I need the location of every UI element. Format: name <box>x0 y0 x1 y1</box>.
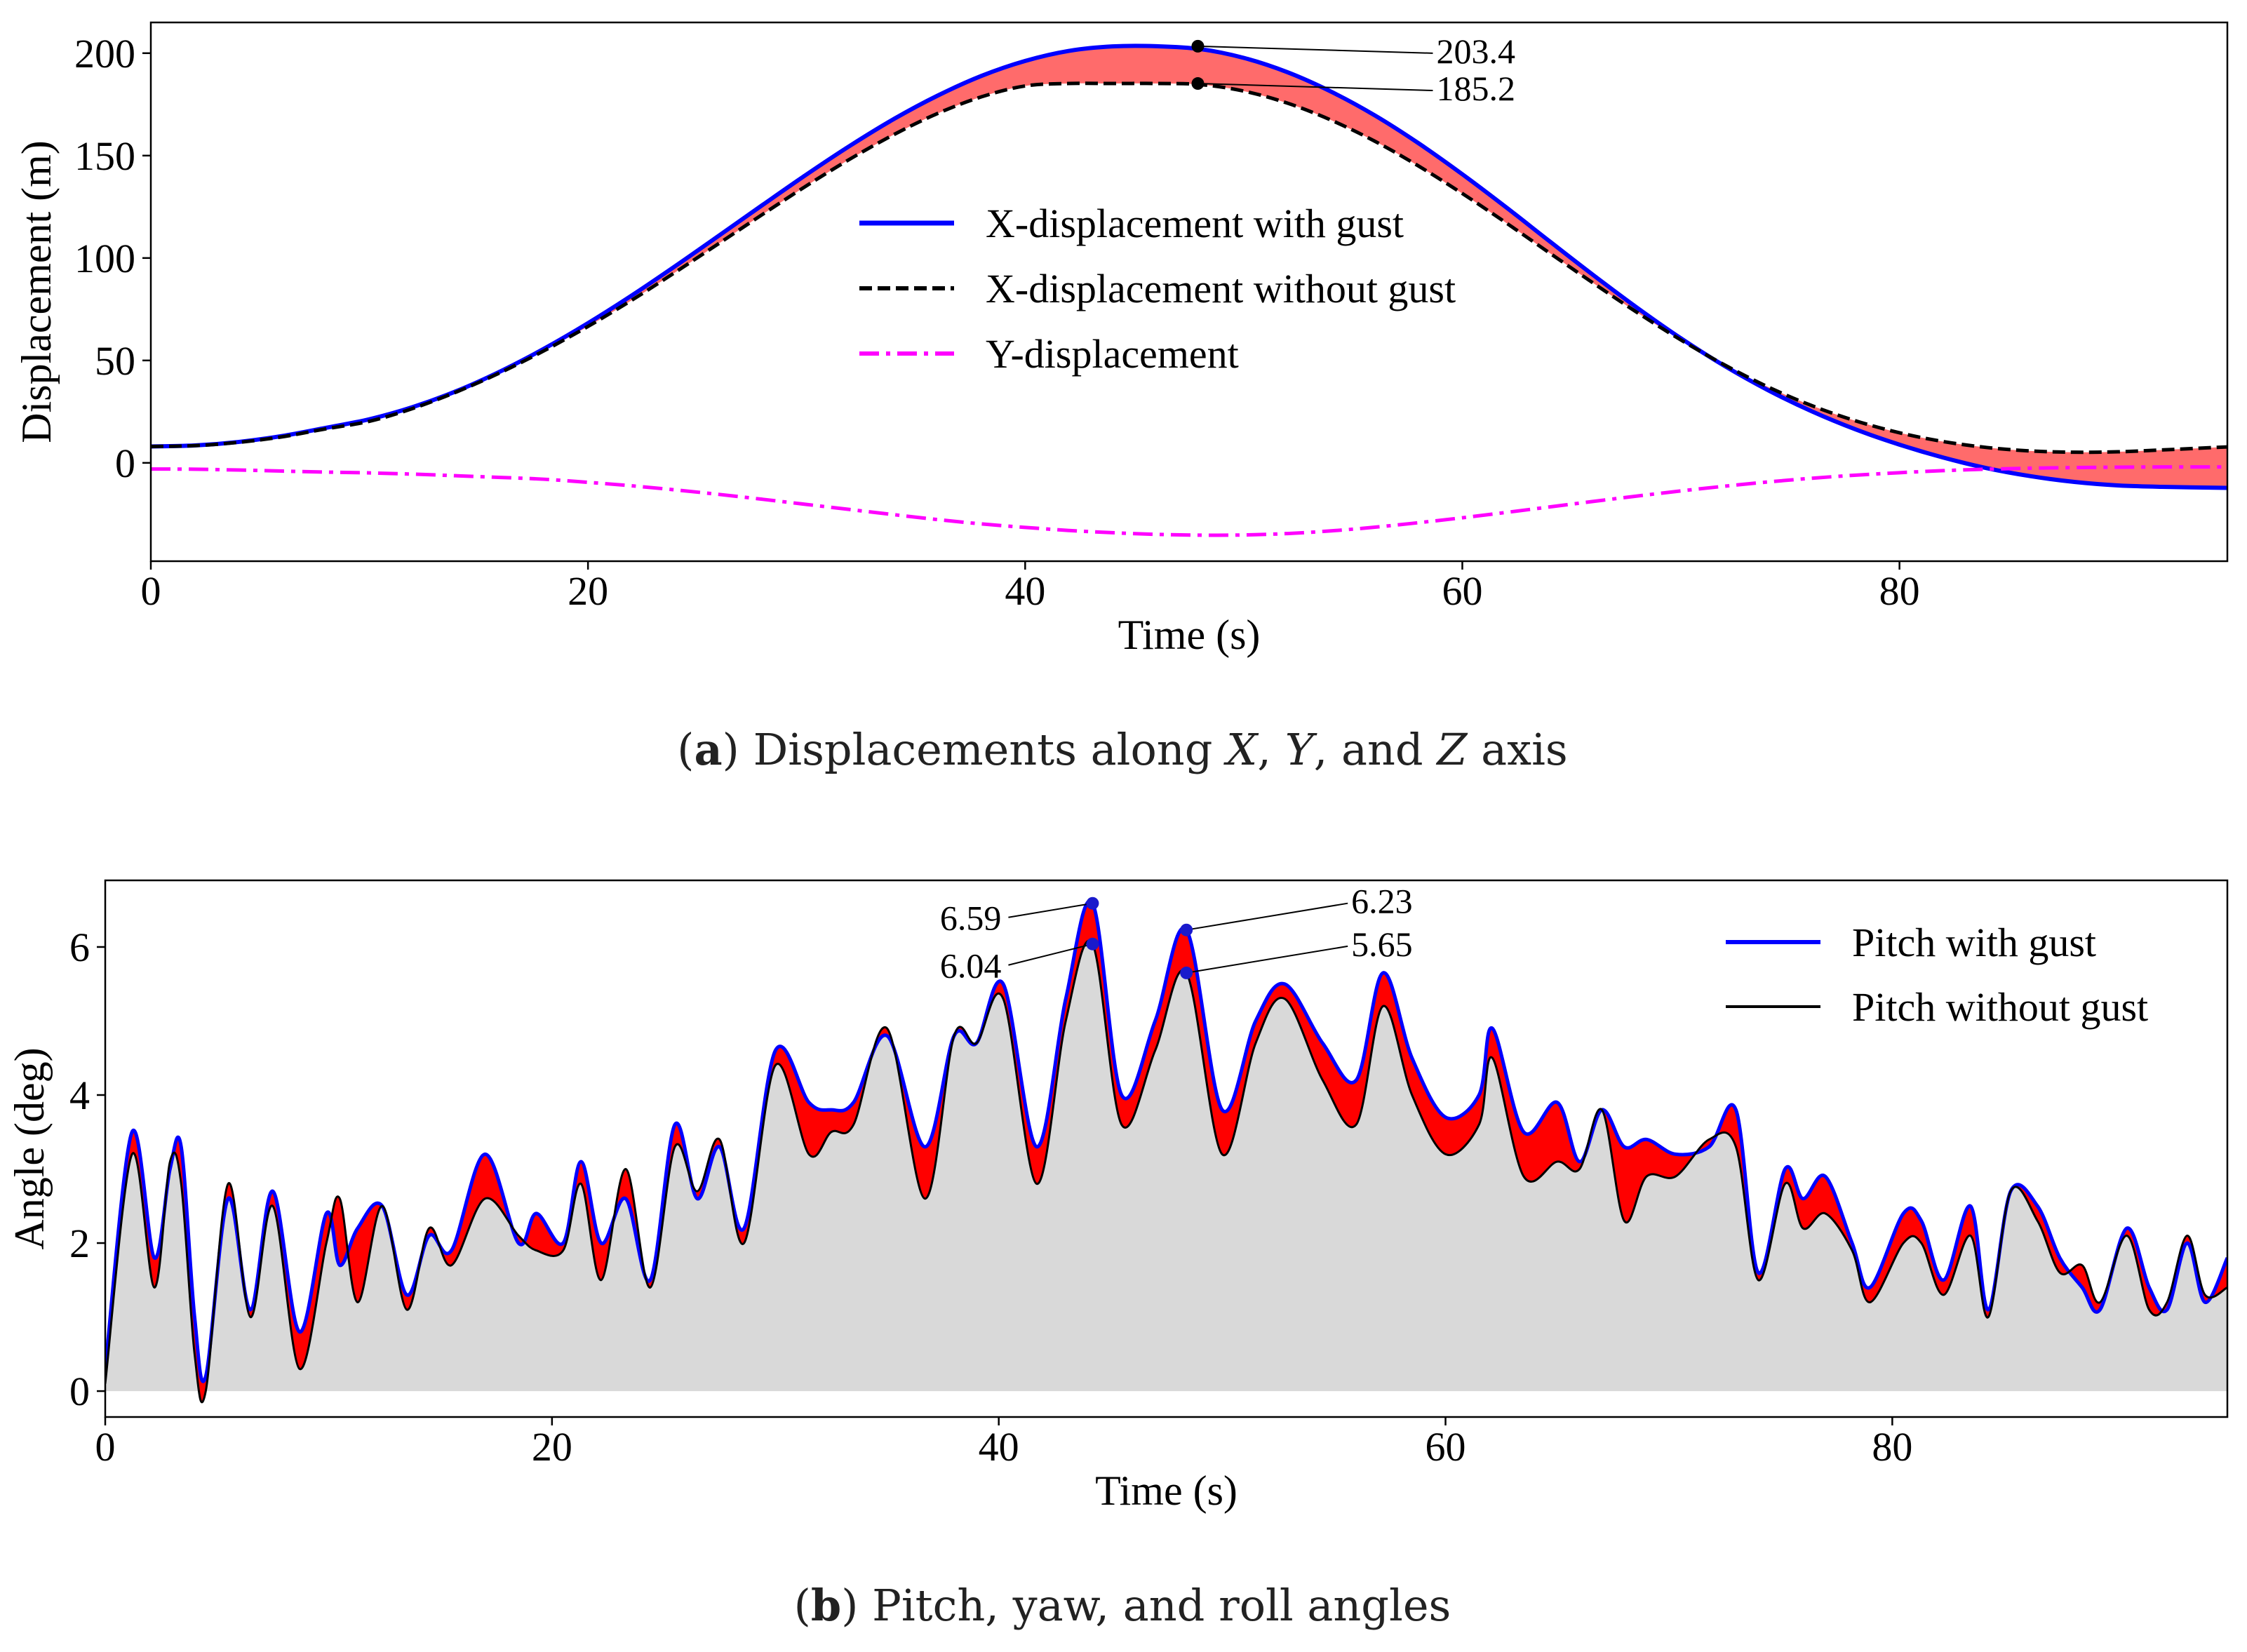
panel-a-caption-letter: a <box>694 724 722 775</box>
panel-a-legend-label: Y-displacement <box>986 331 1239 377</box>
panel-b-legend: Pitch with gust Pitch without gust <box>1726 920 2148 1030</box>
panel-a-annotation-point <box>1191 77 1205 90</box>
panel-b-xtick-label: 80 <box>1872 1424 1912 1470</box>
panel-b-caption-text-1: Pitch, yaw, and roll angles <box>858 1580 1451 1631</box>
panel-a-series-line-3 <box>151 465 2227 537</box>
panel-b-ytick-label: 6 <box>69 925 90 970</box>
panel-b-plot-frame <box>104 879 2229 1418</box>
panel-a-legend: X-displacement with gust X-displacement w… <box>859 201 1456 377</box>
panel-a-xtick-label: 20 <box>568 568 608 614</box>
panel-a-plot-frame <box>149 21 2229 563</box>
panel-a-xtick-label: 80 <box>1879 568 1920 614</box>
panel-b-annotation-label: 6.59 <box>940 899 1002 938</box>
panel-b-annotation-leader <box>1008 943 1093 966</box>
panel-a-annotation-label: 185.2 <box>1436 69 1515 108</box>
panel-a-ytick-label: 50 <box>95 338 135 384</box>
panel-b-xtick-label: 40 <box>979 1424 1019 1470</box>
panel-b-annotation-point <box>1180 923 1193 936</box>
panel-b-fill-between-series <box>105 901 2227 1402</box>
panel-a-caption-var-x: X <box>1223 724 1259 775</box>
panel-a-annotation-point <box>1191 39 1205 53</box>
panel-a-line-layer <box>151 43 2227 537</box>
panel-b-annotation-point <box>1086 896 1099 910</box>
panel-a-caption-sep-1: , <box>1257 724 1285 775</box>
panel-b-caption-paren-close: ) <box>841 1580 858 1631</box>
panel-b-annotation-point <box>1086 937 1099 951</box>
panel-a-xtick-label: 60 <box>1442 568 1482 614</box>
panel-b-xtick-label: 0 <box>95 1424 116 1470</box>
panel-b-annotation-point <box>1180 966 1193 979</box>
panel-a-ticks: 0 20 40 60 80 0 50 100 150 200 <box>74 31 1920 614</box>
panel-b-fill-under-curve <box>105 941 2227 1402</box>
panel-a-ytick-label: 100 <box>74 236 135 281</box>
panel-a-series-line-2 <box>151 81 2227 455</box>
panel-b-annotations: 6.59 6.04 6.23 5.65 <box>940 882 1413 986</box>
panel-b-series-line-1 <box>105 899 2227 1383</box>
panel-a-caption-var-y: Y <box>1285 724 1317 775</box>
panel-b-line-layer <box>105 899 2227 1404</box>
panel-a-legend-label: X-displacement without gust <box>986 266 1456 311</box>
panel-b-caption-letter: b <box>811 1580 841 1631</box>
panel-b-xtick-label: 20 <box>532 1424 572 1470</box>
panel-a-ytick-label: 200 <box>74 31 135 76</box>
panel-b-ytick-label: 4 <box>69 1073 90 1118</box>
panel-b-ytick-label: 0 <box>69 1369 90 1414</box>
panel-b-annotation-leader <box>1186 902 1348 931</box>
panel-b-legend-label: Pitch with gust <box>1852 920 2096 965</box>
panel-b-xtick-label: 60 <box>1426 1424 1466 1470</box>
panel-a-caption-paren-open: ( <box>677 724 694 775</box>
panel-a-annotation-leader <box>1198 83 1433 92</box>
panel-a-ytick-label: 150 <box>74 133 135 179</box>
panel-b-caption-paren-open: ( <box>794 1580 811 1631</box>
panel-a-caption-text-1: Displacements along <box>739 724 1226 775</box>
panel-a-annotation-label: 203.4 <box>1436 32 1515 71</box>
panel-a-caption-paren-close: ) <box>723 724 739 775</box>
panel-a-legend-label: X-displacement with gust <box>986 201 1404 246</box>
panel-b-series-line-2 <box>105 939 2227 1404</box>
panel-a-xtick-label: 0 <box>141 568 161 614</box>
panel-b-fill-layer <box>105 901 2227 1402</box>
panel-b-ticks: 0 20 40 60 80 0 2 4 6 <box>69 925 1912 1470</box>
panel-a-caption-text-2: axis <box>1467 724 1567 775</box>
panel-a-caption-sep-2: , and <box>1314 724 1437 775</box>
panel-a-caption: (a) Displacements along X, Y, and Z axis <box>677 724 1567 775</box>
panel-b-annotation-leader <box>1008 902 1093 918</box>
panel-a-series-line-1 <box>151 43 2227 490</box>
panel-b-legend-label: Pitch without gust <box>1852 984 2148 1030</box>
panel-b-annotation-leader <box>1186 945 1348 974</box>
panel-a-ytick-label: 0 <box>115 441 135 486</box>
panel-a-x-axis-label: Time (s) <box>1118 612 1261 658</box>
panel-b-annotation-label: 5.65 <box>1351 925 1413 964</box>
panel-b-annotation-label: 6.04 <box>940 946 1002 986</box>
panel-b-ytick-label: 2 <box>69 1221 90 1266</box>
panel-b-y-axis-label: Angle (deg) <box>6 1047 53 1249</box>
panel-a-annotation-leader <box>1198 45 1433 54</box>
panel-b-caption: (b) Pitch, yaw, and roll angles <box>794 1580 1451 1631</box>
panel-a-y-axis-label: Displacement (m) <box>13 140 60 443</box>
panel-a-caption-var-z: Z <box>1435 724 1468 775</box>
panel-b-x-axis-label: Time (s) <box>1095 1468 1237 1514</box>
panel-a-xtick-label: 40 <box>1005 568 1045 614</box>
panel-b-annotation-label: 6.23 <box>1351 882 1413 921</box>
